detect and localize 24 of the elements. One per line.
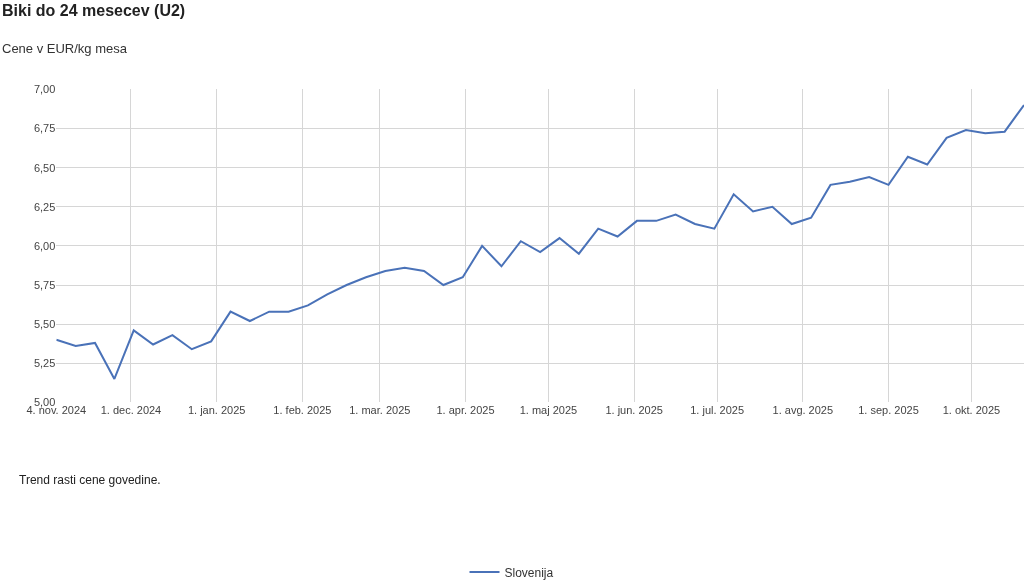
- y-tick-label: 7,00: [33, 83, 56, 96]
- x-tick-label: 1. jun. 2025: [605, 404, 663, 417]
- line-series: [56, 104, 1024, 380]
- legend-label: Slovenija: [504, 565, 554, 580]
- x-tick-label: 1. jul. 2025: [690, 404, 745, 417]
- y-tick-label: 5,50: [33, 318, 56, 330]
- y-tick-label: 5,75: [33, 278, 56, 291]
- x-tick-label: 1. okt. 2025: [942, 404, 1001, 417]
- x-tick-label: 1. apr. 2025: [436, 404, 495, 417]
- chart-title: Biki do 24 mesecev (U2): [2, 2, 186, 19]
- x-tick-label: 1. avg. 2025: [772, 404, 834, 417]
- y-tick-label: 6,00: [33, 239, 56, 252]
- y-tick-label: 5,25: [33, 357, 56, 370]
- y-tick-label: 6,50: [33, 161, 56, 174]
- x-tick-label: 1. dec. 2024: [100, 404, 162, 417]
- x-tick-label: 1. maj 2025: [519, 404, 578, 417]
- y-tick-label: 6,25: [33, 200, 56, 213]
- y-axis-title: Cene v EUR/kg mesa: [2, 41, 128, 56]
- x-tick-label: 1. feb. 2025: [273, 404, 332, 417]
- x-tick-label: 1. sep. 2025: [858, 404, 919, 417]
- y-tick-label: 6,75: [33, 122, 56, 135]
- text: Trend rasti cene govedine.: [19, 473, 161, 487]
- x-tick-label: 1. jan. 2025: [187, 404, 246, 417]
- x-tick-label: 1. mar. 2025: [349, 404, 411, 417]
